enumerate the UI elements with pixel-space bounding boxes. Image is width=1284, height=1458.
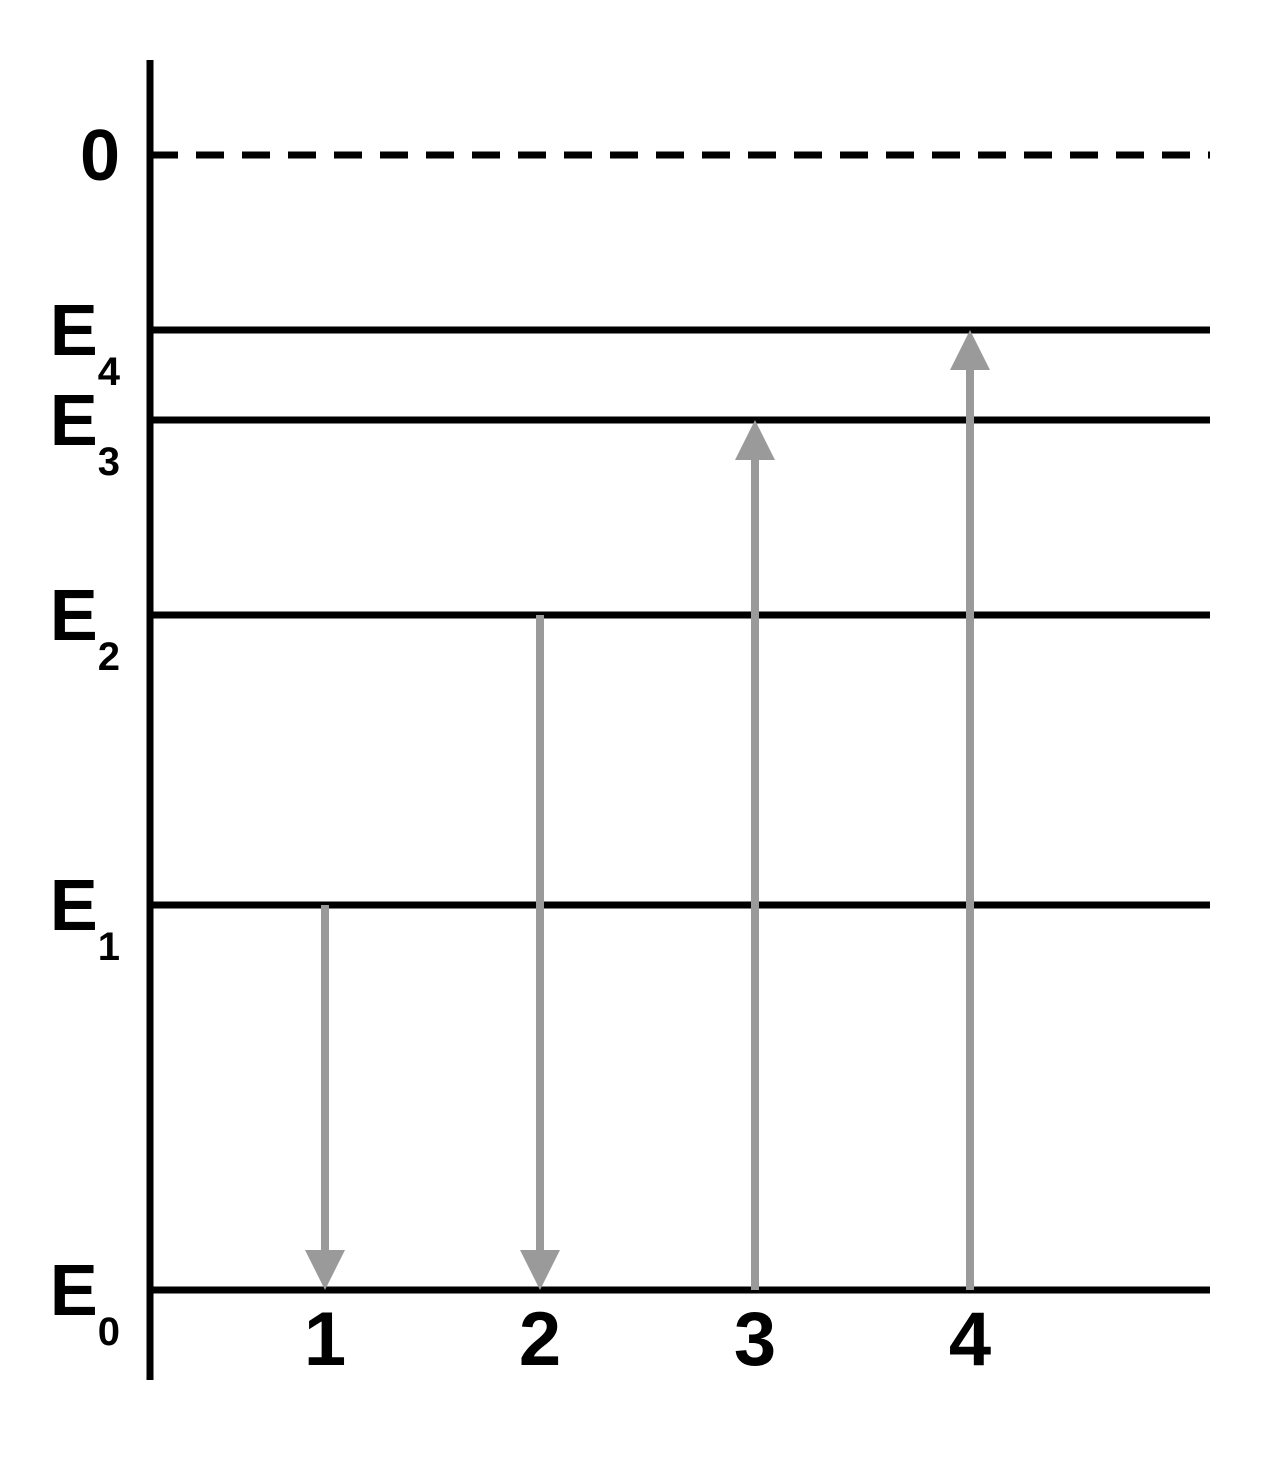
level-label-E4: E4 [50,291,121,394]
arrow-label-2: 2 [519,1297,561,1382]
level-label-E0: E0 [50,1251,120,1354]
level-label-E2: E2 [50,576,120,679]
arrow-label-3: 3 [734,1297,776,1382]
arrow-label-4: 4 [949,1297,991,1382]
level-label-E3: E3 [50,381,120,484]
level-label-E1: E1 [50,866,120,969]
level-label-zero: 0 [80,116,120,196]
energy-level-diagram: 0 E4E3 E2 E1 E0 1 2 3 4 [0,0,1284,1453]
arrow-label-1: 1 [304,1297,346,1382]
